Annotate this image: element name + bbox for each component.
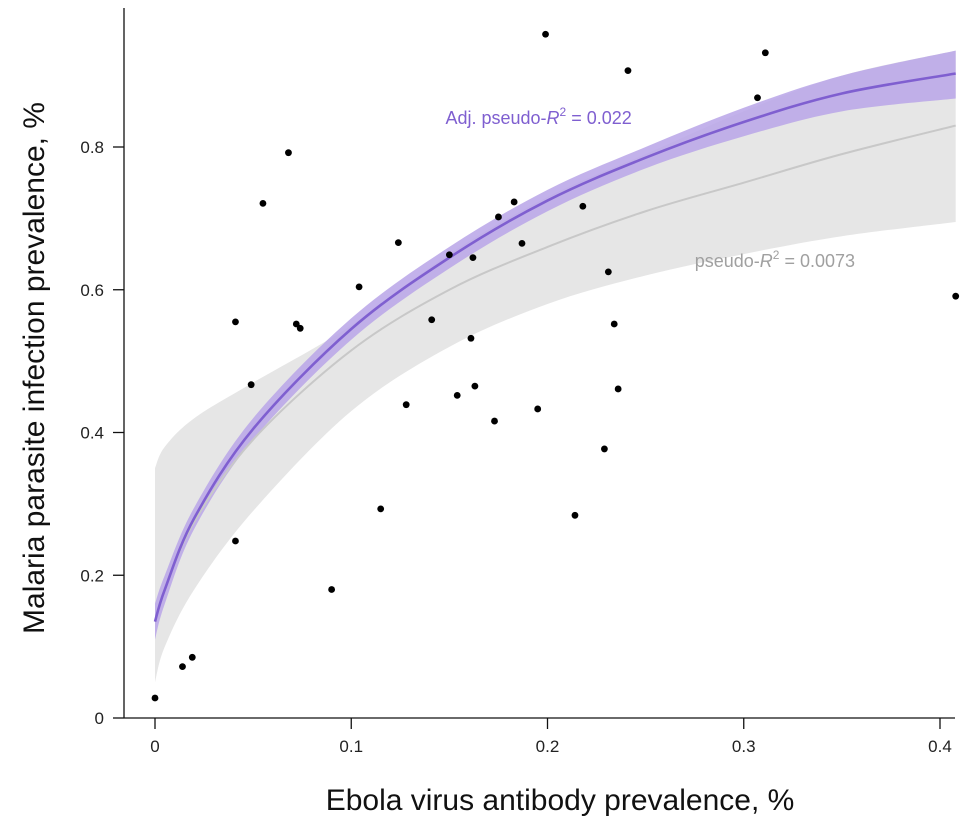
fit-line: [154, 124, 956, 622]
x-tick-label: 0.1: [339, 737, 363, 756]
data-point: [179, 663, 186, 671]
data-point: [467, 334, 475, 342]
data-point: [402, 401, 410, 409]
y-tick-label: 0: [95, 709, 104, 728]
data-point: [232, 537, 239, 545]
data-point: [151, 694, 159, 702]
axes: 0 0.1 0.2 0.3 0.4 0 0.2 0.4 0.6 0.8: [80, 8, 955, 756]
data-point: [491, 417, 498, 425]
data-point: [614, 385, 622, 393]
data-point: [761, 49, 769, 57]
data-point: [534, 405, 542, 413]
data-point: [510, 198, 518, 206]
data-point: [469, 254, 477, 262]
x-tick-label: 0.4: [928, 737, 952, 756]
data-point: [495, 213, 502, 221]
data-point: [428, 316, 436, 324]
data-point: [188, 653, 196, 661]
data-point: [579, 202, 587, 210]
x-tick-label: 0: [150, 737, 159, 756]
annotations: Adj. pseudo-R2 = 0.022 pseudo-R2 = 0.0073: [445, 105, 855, 271]
data-point: [610, 320, 618, 328]
data-points: [151, 30, 960, 702]
data-point: [355, 283, 363, 291]
adj-pseudo-r2-label: Adj. pseudo-R2 = 0.022: [445, 105, 631, 128]
data-point: [285, 149, 292, 157]
data-point: [624, 67, 632, 75]
data-point: [571, 511, 579, 519]
fit-confidence-band: [155, 50, 956, 683]
x-tick-label: 0.2: [536, 737, 560, 756]
pseudo-r2-label: pseudo-R2 = 0.0073: [695, 248, 855, 271]
confidence-bands: [155, 50, 956, 683]
adj-fit-line: [153, 72, 956, 623]
y-tick-label: 0.4: [80, 424, 104, 443]
data-point: [952, 292, 960, 300]
data-point: [542, 30, 549, 38]
data-point: [453, 391, 461, 399]
data-point: [377, 505, 385, 513]
data-point: [601, 445, 608, 453]
y-axis-ticks: 0 0.2 0.4 0.6 0.8: [80, 138, 124, 728]
data-point: [604, 268, 612, 276]
data-point: [296, 324, 304, 332]
data-point: [232, 318, 239, 326]
data-point: [259, 199, 267, 207]
data-point: [754, 94, 761, 102]
x-tick-label: 0.3: [732, 737, 756, 756]
data-point: [247, 381, 255, 389]
y-tick-label: 0.8: [80, 138, 104, 157]
fit-lines: [153, 72, 956, 623]
y-axis-title: Malaria parasite infection prevalence, %: [18, 102, 51, 634]
data-point: [292, 320, 300, 328]
data-point: [445, 251, 453, 259]
y-tick-label: 0.2: [80, 566, 104, 585]
data-point: [518, 239, 526, 247]
x-axis-ticks: 0 0.1 0.2 0.3 0.4: [150, 718, 952, 756]
x-axis-title: Ebola virus antibody prevalence, %: [326, 784, 795, 817]
data-point: [471, 382, 479, 390]
data-point: [394, 239, 402, 247]
data-point: [328, 586, 336, 593]
y-tick-label: 0.6: [80, 281, 104, 300]
